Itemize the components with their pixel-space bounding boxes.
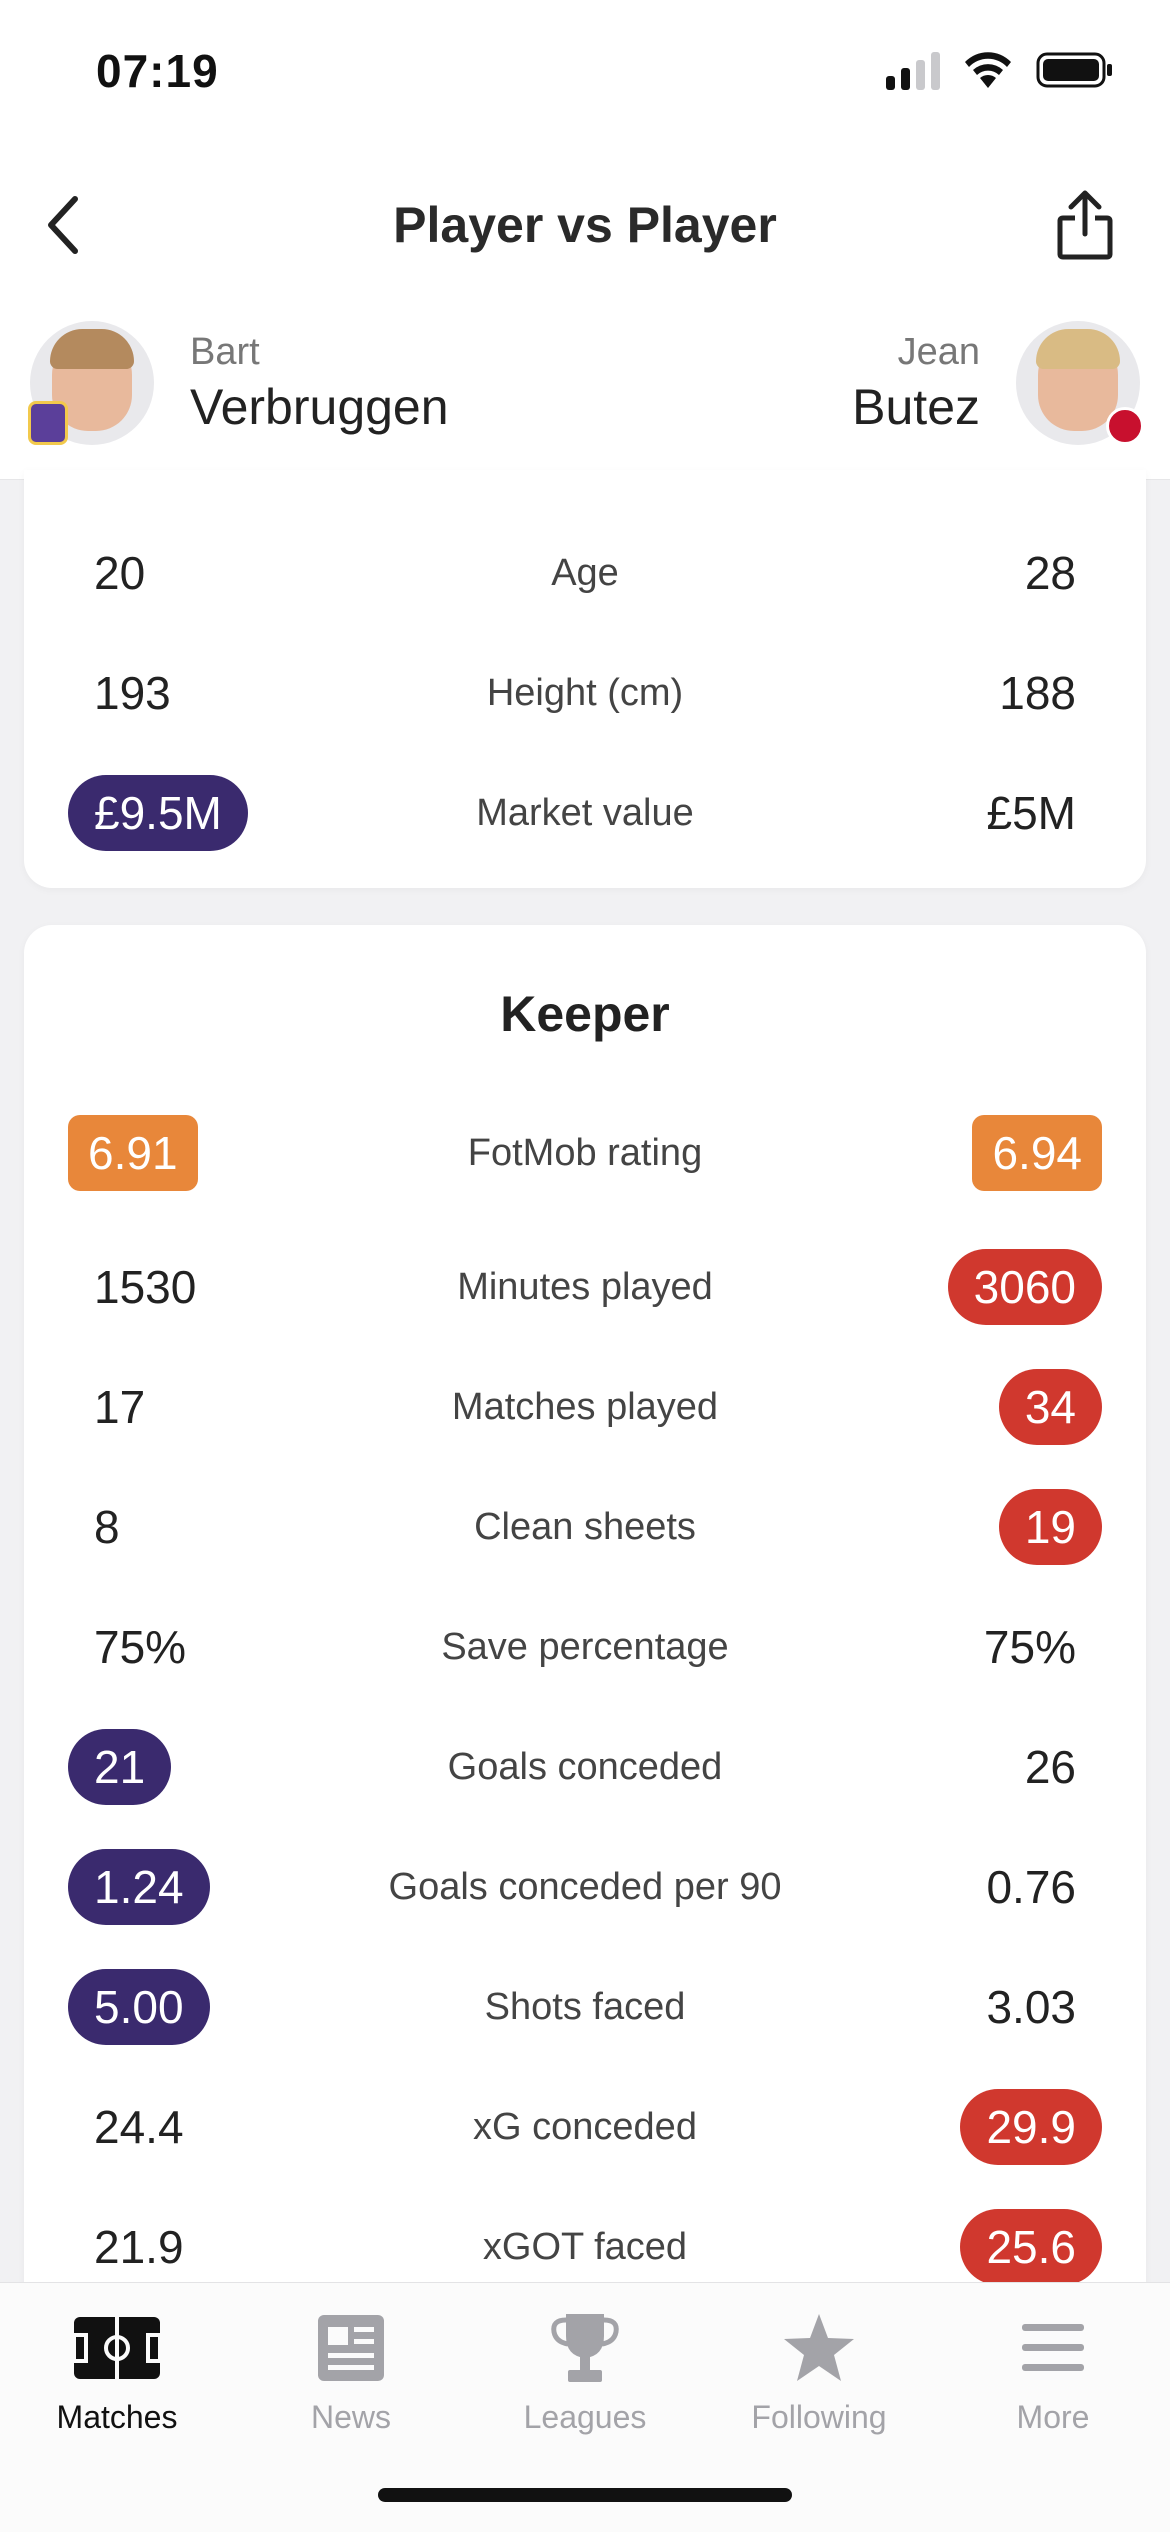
avatar — [28, 321, 154, 445]
status-bar: 07:19 — [0, 0, 1170, 150]
nav-leagues[interactable]: Leagues — [468, 2303, 702, 2453]
stat-right-value: 29.9 — [960, 2089, 1102, 2165]
stat-left-value: 21 — [68, 1729, 172, 1805]
stat-row: 20 Age 28 — [24, 533, 1146, 613]
player-first-name: Jean — [897, 331, 980, 373]
nav-matches[interactable]: Matches — [0, 2303, 234, 2453]
stat-right-value: 6.94 — [972, 1115, 1102, 1191]
stat-label: xG conceded — [473, 2106, 697, 2148]
nav-following[interactable]: Following — [702, 2303, 936, 2453]
nav-label: More — [1016, 2399, 1090, 2435]
stat-left-value: 21.9 — [94, 2221, 184, 2273]
player-last-name: Butez — [852, 379, 980, 435]
nav-label: Following — [751, 2399, 887, 2435]
stat-label: Matches played — [451, 1386, 719, 1428]
stat-label: xGOT faced — [482, 2226, 688, 2268]
menu-icon — [1022, 2324, 1084, 2371]
stat-row: 8 Clean sheets 19 — [24, 1487, 1146, 1567]
stat-label: Shots faced — [484, 1986, 686, 2028]
stat-row: 193 Height (cm) 188 — [24, 653, 1146, 733]
share-icon — [1057, 190, 1113, 260]
nav-label: Leagues — [523, 2399, 647, 2435]
stat-left-value: 8 — [94, 1501, 120, 1553]
player-left[interactable]: Bart Verbruggen — [28, 318, 485, 448]
stat-label: FotMob rating — [467, 1132, 703, 1174]
player-right[interactable]: Jean Butez — [816, 318, 1144, 448]
keeper-card: Keeper 6.91 FotMob rating 6.94 1530 Minu… — [24, 925, 1146, 2325]
stat-right-value: 25.6 — [960, 2209, 1102, 2285]
stat-left-value: 1530 — [94, 1261, 197, 1313]
player-first-name: Bart — [190, 331, 260, 373]
stat-left-value: 17 — [94, 1381, 146, 1433]
stat-right-value: 188 — [999, 667, 1076, 719]
stat-left-value: £9.5M — [68, 775, 248, 851]
nav-label: Matches — [56, 2399, 178, 2435]
stat-row: 21.9 xGOT faced 25.6 — [24, 2207, 1146, 2287]
stat-label: Height (cm) — [486, 672, 684, 714]
stat-row: 5.00 Shots faced 3.03 — [24, 1967, 1146, 2047]
stat-left-value: 24.4 — [94, 2101, 184, 2153]
stat-label: Goals conceded per 90 — [388, 1866, 782, 1908]
stat-right-value: £5M — [986, 787, 1076, 839]
star-icon — [784, 2314, 854, 2381]
stat-right-value: 0.76 — [986, 1861, 1076, 1913]
share-button[interactable] — [1030, 170, 1140, 280]
stat-left-value: 5.00 — [68, 1969, 210, 2045]
stat-right-value: 3060 — [947, 1249, 1102, 1325]
bio-card: 20 Age 28 193 Height (cm) 188 £9.5M Mark… — [24, 470, 1146, 888]
status-time: 07:19 — [96, 45, 219, 97]
stat-label: Minutes played — [457, 1266, 713, 1308]
trophy-icon — [551, 2314, 619, 2382]
battery-icon — [1036, 52, 1112, 88]
header: Player vs Player — [0, 150, 1170, 300]
stat-row: 17 Matches played 34 — [24, 1367, 1146, 1447]
stat-label: Market value — [476, 792, 694, 834]
stat-left-value: 6.91 — [68, 1115, 198, 1191]
club-badge-icon — [28, 401, 68, 445]
stat-row: 21 Goals conceded 26 — [24, 1727, 1146, 1807]
club-badge-icon — [1106, 407, 1144, 445]
newspaper-icon — [318, 2315, 384, 2381]
back-button[interactable] — [18, 180, 108, 270]
cellular-signal-icon — [886, 50, 940, 90]
player-last-name: Verbruggen — [190, 379, 449, 435]
stat-left-value: 193 — [94, 667, 171, 719]
stat-left-value: 20 — [94, 547, 146, 599]
stat-row: 1.24 Goals conceded per 90 0.76 — [24, 1847, 1146, 1927]
stat-row: 75% Save percentage 75% — [24, 1607, 1146, 1687]
stat-right-value: 75% — [983, 1621, 1076, 1673]
nav-news[interactable]: News — [234, 2303, 468, 2453]
players-header: Bart Verbruggen Jean Butez — [0, 300, 1170, 480]
stat-label: Save percentage — [441, 1626, 729, 1668]
avatar — [1016, 321, 1144, 445]
stat-row: £9.5M Market value £5M — [24, 773, 1146, 853]
nav-more[interactable]: More — [936, 2303, 1170, 2453]
stat-label: Clean sheets — [474, 1506, 696, 1548]
stat-right-value: 26 — [1024, 1741, 1076, 1793]
stat-left-value: 75% — [94, 1621, 187, 1673]
stat-label: Goals conceded — [447, 1746, 723, 1788]
stat-right-value: 34 — [998, 1369, 1102, 1445]
stat-left-value: 1.24 — [68, 1849, 210, 1925]
stat-row: 24.4 xG conceded 29.9 — [24, 2087, 1146, 2167]
nav-label: News — [310, 2399, 391, 2435]
chevron-left-icon — [48, 196, 78, 254]
stat-right-value: 3.03 — [986, 1981, 1076, 2033]
stat-right-value: 19 — [998, 1489, 1102, 1565]
page-title: Player vs Player — [393, 197, 777, 253]
stat-right-value: 28 — [1024, 547, 1076, 599]
section-title: Keeper — [500, 986, 670, 1042]
stat-row: 1530 Minutes played 3060 — [24, 1247, 1146, 1327]
home-indicator[interactable] — [378, 2488, 792, 2502]
pitch-icon — [72, 2317, 162, 2379]
stat-row: 6.91 FotMob rating 6.94 — [24, 1113, 1146, 1193]
stat-label: Age — [551, 552, 619, 594]
status-icons — [886, 50, 1114, 90]
wifi-icon — [965, 52, 1011, 88]
